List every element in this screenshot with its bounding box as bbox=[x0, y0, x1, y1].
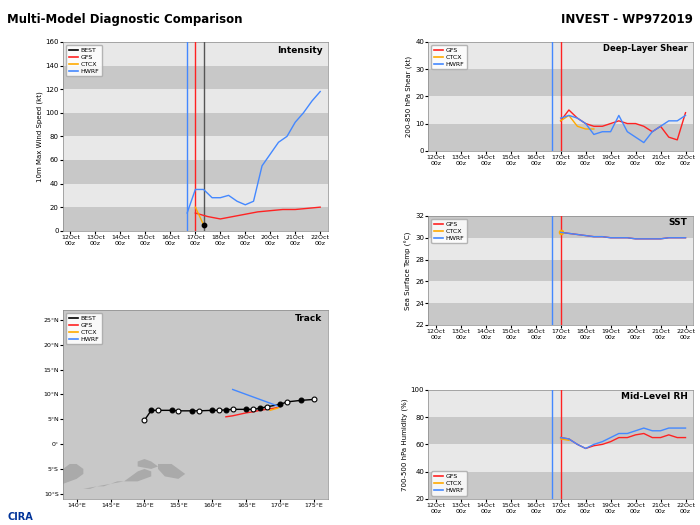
Bar bbox=[428, 471, 693, 499]
Bar bbox=[63, 113, 328, 136]
Legend: GFS, CTCX, HWRF: GFS, CTCX, HWRF bbox=[431, 219, 467, 244]
Point bbox=[198, 220, 209, 229]
Polygon shape bbox=[138, 459, 158, 469]
Bar bbox=[428, 238, 693, 259]
Bar bbox=[428, 281, 693, 303]
Polygon shape bbox=[158, 464, 186, 479]
Bar bbox=[428, 69, 693, 97]
Bar bbox=[63, 160, 328, 184]
Bar bbox=[428, 259, 693, 281]
Bar bbox=[428, 444, 693, 471]
Bar bbox=[428, 417, 693, 444]
Y-axis label: 10m Max Wind Speed (kt): 10m Max Wind Speed (kt) bbox=[36, 91, 43, 182]
Bar bbox=[63, 66, 328, 89]
Text: INVEST - WP972019: INVEST - WP972019 bbox=[561, 13, 693, 26]
Y-axis label: 200-850 hPa Shear (kt): 200-850 hPa Shear (kt) bbox=[406, 56, 412, 137]
Y-axis label: 700-500 hPa Humidity (%): 700-500 hPa Humidity (%) bbox=[401, 398, 408, 491]
Text: Intensity: Intensity bbox=[276, 46, 323, 55]
Bar bbox=[63, 207, 328, 231]
Polygon shape bbox=[15, 464, 83, 489]
Legend: BEST, GFS, CTCX, HWRF: BEST, GFS, CTCX, HWRF bbox=[66, 45, 102, 76]
Bar bbox=[63, 184, 328, 207]
Bar bbox=[428, 303, 693, 325]
Text: Track: Track bbox=[295, 314, 323, 323]
Legend: GFS, CTCX, HWRF: GFS, CTCX, HWRF bbox=[431, 471, 467, 496]
Text: CIRA: CIRA bbox=[7, 512, 33, 522]
Text: SST: SST bbox=[668, 218, 687, 227]
Bar bbox=[428, 42, 693, 69]
Bar bbox=[428, 216, 693, 238]
Bar bbox=[63, 136, 328, 160]
Bar bbox=[63, 42, 328, 66]
Legend: GFS, CTCX, HWRF: GFS, CTCX, HWRF bbox=[431, 45, 467, 69]
Bar bbox=[63, 89, 328, 113]
Bar bbox=[428, 123, 693, 151]
Bar bbox=[428, 390, 693, 417]
Text: Deep-Layer Shear: Deep-Layer Shear bbox=[603, 44, 687, 53]
Y-axis label: Sea Surface Temp (°C): Sea Surface Temp (°C) bbox=[405, 231, 412, 310]
Legend: BEST, GFS, CTCX, HWRF: BEST, GFS, CTCX, HWRF bbox=[66, 313, 102, 344]
Text: Multi-Model Diagnostic Comparison: Multi-Model Diagnostic Comparison bbox=[7, 13, 242, 26]
Polygon shape bbox=[83, 469, 151, 489]
Text: Mid-Level RH: Mid-Level RH bbox=[621, 392, 687, 401]
Bar bbox=[428, 97, 693, 123]
